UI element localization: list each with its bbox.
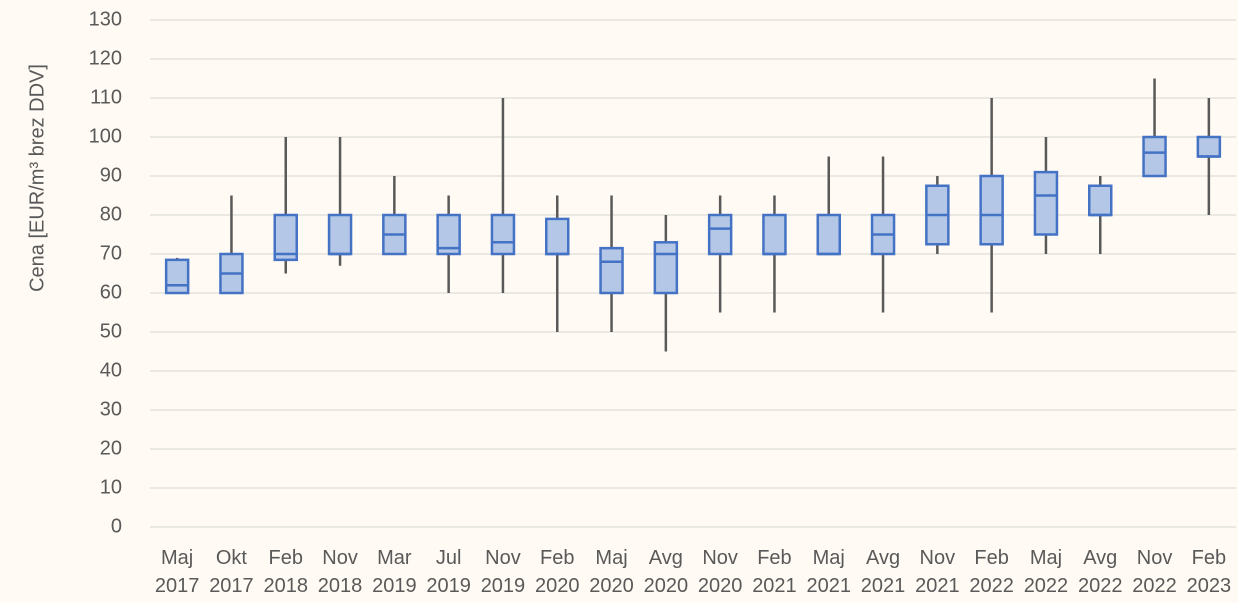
x-tick-label: Nov 2020 <box>697 547 743 597</box>
x-tick-label: Maj 2017 <box>154 547 200 597</box>
box <box>1196 135 1222 158</box>
y-tick-label: 70 <box>100 242 122 264</box>
x-tick-label: Maj 2020 <box>589 547 634 597</box>
box <box>164 258 190 295</box>
box <box>979 174 1004 246</box>
x-tick-label: Avg 2021 <box>860 547 906 597</box>
box <box>545 217 570 256</box>
box <box>816 213 841 256</box>
x-tick-label: Nov 2018 <box>317 547 363 597</box>
y-tick-label: 0 <box>111 515 122 537</box>
box <box>707 213 733 256</box>
x-tick-label: Maj 2022 <box>1023 547 1069 597</box>
y-axis-label: Cena [EUR/m³ brez DDV] <box>26 64 48 292</box>
box <box>1033 170 1059 236</box>
y-tick-label: 80 <box>100 203 122 225</box>
box <box>762 213 787 256</box>
x-tick-label: Feb 2021 <box>752 547 797 597</box>
y-tick-label: 130 <box>89 8 122 30</box>
box <box>490 213 516 256</box>
y-tick-label: 110 <box>90 86 122 108</box>
y-tick-label: 50 <box>100 320 122 342</box>
x-tick-label: Avg 2020 <box>643 547 689 597</box>
x-tick-label: Feb 2022 <box>969 547 1014 597</box>
x-tick-label: Feb 2023 <box>1186 547 1232 597</box>
x-tick-label: Jul 2019 <box>426 547 471 597</box>
y-tick-label: 10 <box>100 476 122 498</box>
box <box>327 213 353 256</box>
x-tick-label: Avg 2022 <box>1078 547 1123 597</box>
box <box>1088 184 1113 217</box>
x-tick-label: Okt 2017 <box>209 547 254 597</box>
y-tick-label: 30 <box>100 398 122 420</box>
x-tick-label: Feb 2018 <box>263 547 309 597</box>
y-tick-label: 90 <box>100 164 122 186</box>
box <box>436 213 461 256</box>
y-tick-label: 100 <box>89 125 122 147</box>
x-tick-label: Feb 2020 <box>535 547 580 597</box>
x-tick-label: Mar 2019 <box>372 547 417 597</box>
x-tick-label: Maj 2021 <box>806 547 852 597</box>
y-tick-label: 60 <box>100 281 122 303</box>
y-tick-label: 120 <box>89 47 122 69</box>
x-tick-label: Nov 2019 <box>480 547 526 597</box>
y-tick-label: 20 <box>100 437 122 459</box>
x-tick-label: Nov 2021 <box>915 547 960 597</box>
box <box>653 241 679 295</box>
box <box>273 213 298 262</box>
box <box>599 246 624 295</box>
x-tick-label: Nov 2022 <box>1132 547 1177 597</box>
y-tick-label: 40 <box>100 359 122 381</box>
box <box>1142 135 1167 178</box>
